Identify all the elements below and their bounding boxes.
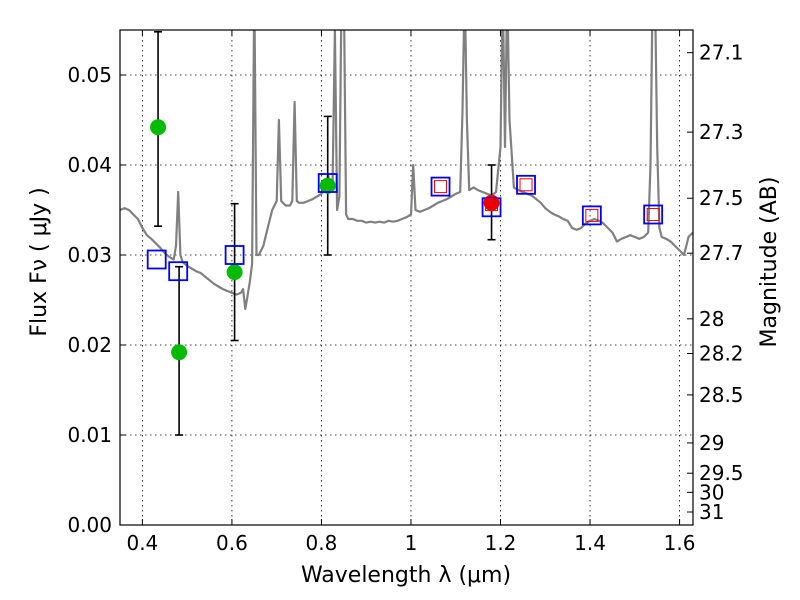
x-tick-label: 0.8: [306, 531, 338, 555]
model-square: [168, 261, 189, 282]
photometry-point: [226, 264, 243, 281]
y2-tick-label: 27.1: [699, 41, 744, 65]
x-tick-label: 1.6: [664, 531, 696, 555]
y2-tick-label: 31: [699, 500, 724, 524]
y-axis-title: Flux Fν ( μJy ): [27, 187, 52, 336]
x-tick-label: 0.4: [126, 531, 158, 555]
x-tick-label: 0.6: [216, 531, 248, 555]
model-square: [224, 245, 245, 265]
y-tick-label: 0.05: [67, 63, 112, 87]
model-square: [581, 205, 602, 226]
photometry-point: [150, 119, 167, 136]
model-square: [516, 174, 536, 195]
y2-tick-label: 27.7: [699, 241, 744, 265]
plot-frame: [119, 29, 694, 526]
y2-tick-label: 28: [699, 307, 724, 331]
spectrum-line: [120, 30, 693, 311]
y2-tick-label: 27.5: [699, 186, 744, 210]
y2-tick-label: 30: [699, 480, 724, 504]
y-tick-label: 0.02: [67, 333, 112, 357]
y2-tick-label: 27.3: [699, 120, 744, 144]
model-square: [146, 249, 167, 270]
y-tick-label: 0.01: [67, 423, 112, 447]
model-square: [643, 204, 664, 225]
model-square: [430, 176, 451, 197]
x-tick-label: 1.4: [574, 531, 606, 555]
y2-axis-title: Magnitude (AB): [757, 177, 782, 348]
y-tick-label: 0.00: [67, 513, 112, 537]
y2-tick-label: 28.2: [699, 342, 744, 366]
small-red-square: [485, 198, 499, 212]
y-tick-label: 0.03: [67, 243, 112, 267]
plot-area: [120, 30, 693, 436]
y2-tick-label: 29: [699, 431, 724, 455]
axis-ticks: [120, 30, 693, 526]
y2-tick-label: 28.5: [699, 383, 744, 407]
y-tick-label: 0.04: [67, 153, 112, 177]
x-tick-label: 1.2: [485, 531, 517, 555]
photometry-point: [319, 177, 336, 194]
small-red-square: [646, 208, 660, 221]
small-red-square: [585, 208, 599, 222]
x-tick-label: 1: [405, 531, 418, 555]
small-red-square: [434, 180, 448, 194]
x-axis-title: Wavelength λ (μm): [301, 563, 511, 588]
photometry-point: [171, 344, 188, 361]
small-red-square: [519, 178, 533, 192]
tick-labels: 0.4 0.6 0.8 1 1.2 1.4 1.6 0.00 0.01 0.02 0.03 0.04 0…: [67, 41, 743, 555]
y2-tick-label: 29.5: [699, 461, 744, 485]
model-square: [317, 173, 338, 193]
